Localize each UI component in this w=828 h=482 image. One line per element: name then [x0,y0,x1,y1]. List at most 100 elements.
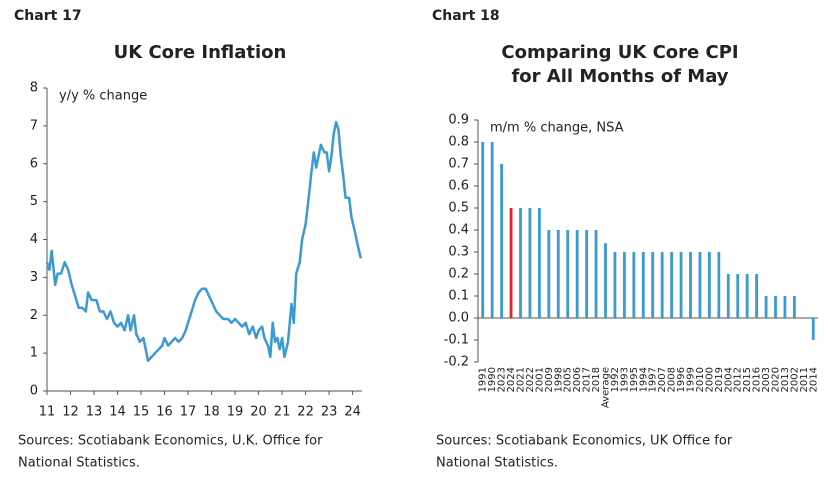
x-tick-label: 21 [274,405,291,420]
bar [585,230,589,318]
x-tick-label: 2013 [780,367,791,392]
x-tick-label: 15 [133,405,150,420]
bar [575,230,579,318]
chart-title: Comparing UK Core CPI [501,42,738,63]
x-tick-label: 2019 [714,367,725,392]
x-tick-label: 2006 [572,367,583,392]
axis-annotation: y/y % change [59,89,147,104]
x-tick-label: 2022 [525,367,536,392]
x-tick-label: 2000 [704,367,715,392]
x-tick-label: 18 [203,405,220,420]
x-tick-label: 1995 [629,367,640,392]
bar [632,252,636,318]
x-tick-label: 2005 [563,367,574,392]
bar [745,274,749,318]
x-tick-label: 2024 [506,367,517,392]
x-tick-label: 20 [250,405,267,420]
x-tick-label: 12 [62,405,79,420]
x-tick-label: 22 [297,405,314,420]
x-tick-label: 1999 [686,367,697,392]
source-note: National Statistics. [18,456,140,471]
bar [481,142,485,318]
x-tick-label: 2004 [723,367,734,392]
x-tick-label: Average [601,367,612,408]
x-tick-label: 2008 [667,367,678,392]
x-tick-label: 2018 [591,367,602,392]
y-tick-label: 0.2 [448,267,469,282]
bar [698,252,702,318]
bar [509,208,513,318]
y-tick-label: 8 [30,81,38,96]
x-tick-label: 13 [86,405,103,420]
bar [811,318,815,340]
y-tick-label: 0.0 [448,311,469,326]
x-tick-label: 2021 [516,367,527,392]
bar [519,208,522,318]
y-tick-label: 0.3 [448,245,469,260]
x-tick-label: 1991 [478,367,489,392]
bar [689,252,692,318]
bar [774,296,777,318]
y-tick-label: -0.2 [444,355,469,370]
bar [594,230,598,318]
bar [641,252,645,318]
bar [651,252,655,318]
chart-title: for All Months of May [511,66,728,87]
line-series [45,120,363,362]
y-tick-label: 2 [30,308,38,323]
bar [500,164,504,318]
y-tick-label: 5 [30,194,38,209]
chart-title: UK Core Inflation [114,42,287,63]
x-tick-label: 11 [39,405,56,420]
x-tick-label: 2002 [789,367,800,392]
axis-annotation: m/m % change, NSA [490,121,624,136]
y-tick-label: 0.4 [448,223,469,238]
y-tick-label: 0.7 [448,157,469,172]
y-tick-label: 1 [30,346,38,361]
x-tick-label: 2016 [752,367,763,392]
y-tick-label: 0.1 [448,289,469,304]
bar [736,274,740,318]
x-tick-label: 2010 [695,367,706,392]
x-tick-label: 19 [227,405,244,420]
x-tick-label: 2020 [771,367,782,392]
x-tick-label: 2017 [582,367,593,392]
x-tick-label: 2023 [497,367,508,392]
bar [764,296,768,318]
bar [528,208,532,318]
source-note: Sources: Scotiabank Economics, U.K. Offi… [18,434,323,449]
y-tick-label: -0.1 [444,333,469,348]
x-tick-label: 2007 [657,367,668,392]
x-tick-label: 17 [180,405,197,420]
bar [604,243,607,318]
y-tick-label: 0.6 [448,179,469,194]
x-tick-label: 1992 [610,367,621,392]
bar [679,252,683,318]
x-tick-label: 2015 [742,367,753,392]
bar [755,274,759,318]
x-tick-label: 1994 [638,367,649,392]
chart-label: Chart 17 [14,8,82,24]
x-tick-label: 2009 [544,367,555,392]
x-tick-label: 1997 [648,367,659,392]
y-tick-label: 6 [30,156,38,171]
y-tick-label: 0.5 [448,201,469,216]
bar [717,252,721,318]
y-tick-label: 0 [30,384,38,399]
bar [670,252,674,318]
source-note: National Statistics. [436,456,558,471]
bar [547,230,551,318]
x-tick-label: 1996 [676,367,687,392]
x-tick-label: 1998 [553,367,564,392]
bar [726,274,730,318]
y-tick-label: 0.8 [448,135,469,150]
x-tick-label: 2012 [733,367,744,392]
y-tick-label: 3 [30,270,38,285]
x-tick-label: 24 [344,405,361,420]
x-tick-label: 1990 [487,367,498,392]
bar [660,252,664,318]
x-tick-label: 16 [156,405,173,420]
bar [490,142,494,318]
bar [613,252,617,318]
